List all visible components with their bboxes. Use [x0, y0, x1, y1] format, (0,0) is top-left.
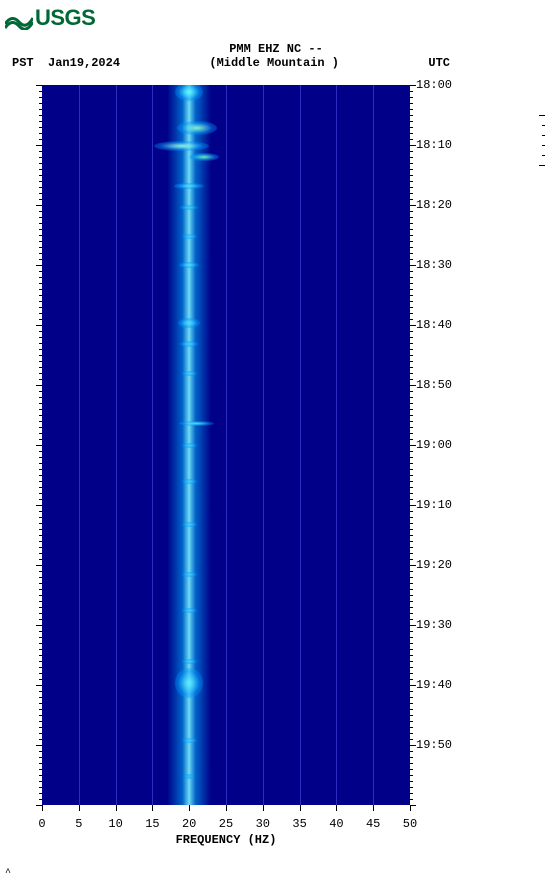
xtick: 50 — [403, 817, 417, 831]
y-minor-ticks-right — [410, 85, 414, 805]
spectrogram-chart — [42, 85, 410, 805]
xtick: 25 — [219, 817, 233, 831]
xtick: 0 — [38, 817, 45, 831]
logo-text: USGS — [35, 5, 95, 30]
xtick: 15 — [145, 817, 159, 831]
spectrogram-canvas — [42, 85, 410, 805]
ytick-right: 19:30 — [416, 618, 452, 632]
ytick-right: 19:50 — [416, 738, 452, 752]
xtick: 45 — [366, 817, 380, 831]
xtick: 30 — [256, 817, 270, 831]
station-id: PMM EHZ NC -- — [0, 42, 552, 56]
xtick: 10 — [108, 817, 122, 831]
ytick-right: 18:10 — [416, 138, 452, 152]
footer-caret: ^ — [5, 868, 11, 879]
ytick-right: 18:50 — [416, 378, 452, 392]
xtick: 35 — [292, 817, 306, 831]
chart-header: PMM EHZ NC -- PST Jan19,2024 (Middle Mou… — [0, 42, 552, 70]
y-axis-right: 18:0018:1018:2018:3018:4018:5019:0019:10… — [410, 85, 470, 805]
ytick-right: 18:00 — [416, 78, 452, 92]
ytick-right: 19:40 — [416, 678, 452, 692]
usgs-logo: USGS — [5, 5, 95, 31]
xtick: 20 — [182, 817, 196, 831]
ytick-right: 18:30 — [416, 258, 452, 272]
tz-left: PST Jan19,2024 — [12, 56, 120, 70]
station-location: (Middle Mountain ) — [209, 56, 339, 70]
ytick-right: 19:20 — [416, 558, 452, 572]
xtick: 5 — [75, 817, 82, 831]
y-minor-ticks-left — [38, 85, 42, 805]
x-axis-label: FREQUENCY (HZ) — [42, 833, 410, 847]
tz-right: UTC — [428, 56, 450, 70]
ytick-right: 18:20 — [416, 198, 452, 212]
xtick: 40 — [329, 817, 343, 831]
ytick-right: 19:10 — [416, 498, 452, 512]
ytick-right: 19:00 — [416, 438, 452, 452]
db-scale-strip — [535, 115, 545, 165]
wave-icon — [5, 10, 33, 28]
ytick-right: 18:40 — [416, 318, 452, 332]
